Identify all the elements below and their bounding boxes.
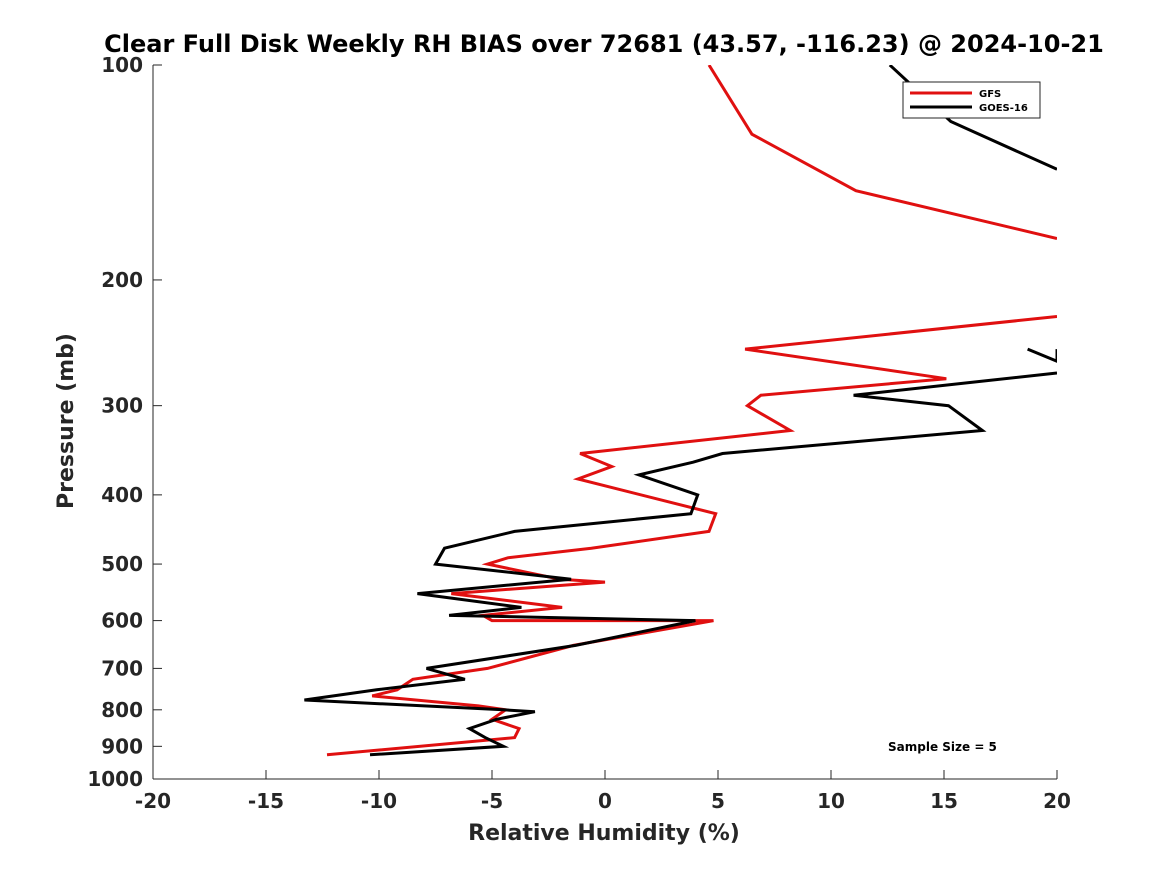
- y-tick-label: 700: [101, 656, 143, 680]
- legend-label: GFS: [979, 89, 1001, 100]
- y-tick-label: 900: [101, 734, 143, 758]
- series-line-goes-16: [1027, 347, 1057, 363]
- y-tick-label: 800: [101, 698, 143, 722]
- x-tick-label: 0: [598, 789, 612, 813]
- y-tick-label: 1000: [87, 767, 143, 791]
- x-tick-label: 10: [817, 789, 845, 813]
- series-lines: [304, 65, 1057, 757]
- legend: GFS GOES-16: [902, 81, 1041, 119]
- series-line-gfs: [707, 65, 1057, 240]
- y-axis-label: Pressure (mb): [54, 333, 79, 509]
- legend-box: [902, 81, 1041, 119]
- series-line-goes-16: [304, 371, 1057, 757]
- y-tick-label: 400: [101, 483, 143, 507]
- sample-size-annotation: Sample Size = 5: [888, 740, 997, 754]
- x-tick-label: -10: [361, 789, 397, 813]
- x-tick-label: -15: [248, 789, 284, 813]
- x-tick-label: -20: [135, 789, 171, 813]
- x-tick-label: 20: [1043, 789, 1071, 813]
- x-tick-label: -5: [481, 789, 503, 813]
- series-line-gfs: [326, 315, 1057, 757]
- x-tick-label: 5: [711, 789, 725, 813]
- y-tick-label: 600: [101, 609, 143, 633]
- y-tick-label: 500: [101, 552, 143, 576]
- plot-area: -20 -15 -10 -5 0 5 10 15 20 100 200 300 400 500 600 700…: [87, 53, 1071, 813]
- legend-label: GOES-16: [979, 103, 1028, 114]
- chart-title: Clear Full Disk Weekly RH BIAS over 7268…: [104, 30, 1104, 58]
- y-tick-label: 300: [101, 394, 143, 418]
- y-tick-label: 100: [101, 53, 143, 77]
- x-tick-label: 15: [930, 789, 958, 813]
- y-tick-label: 200: [101, 268, 143, 292]
- x-axis-label: Relative Humidity (%): [468, 821, 740, 846]
